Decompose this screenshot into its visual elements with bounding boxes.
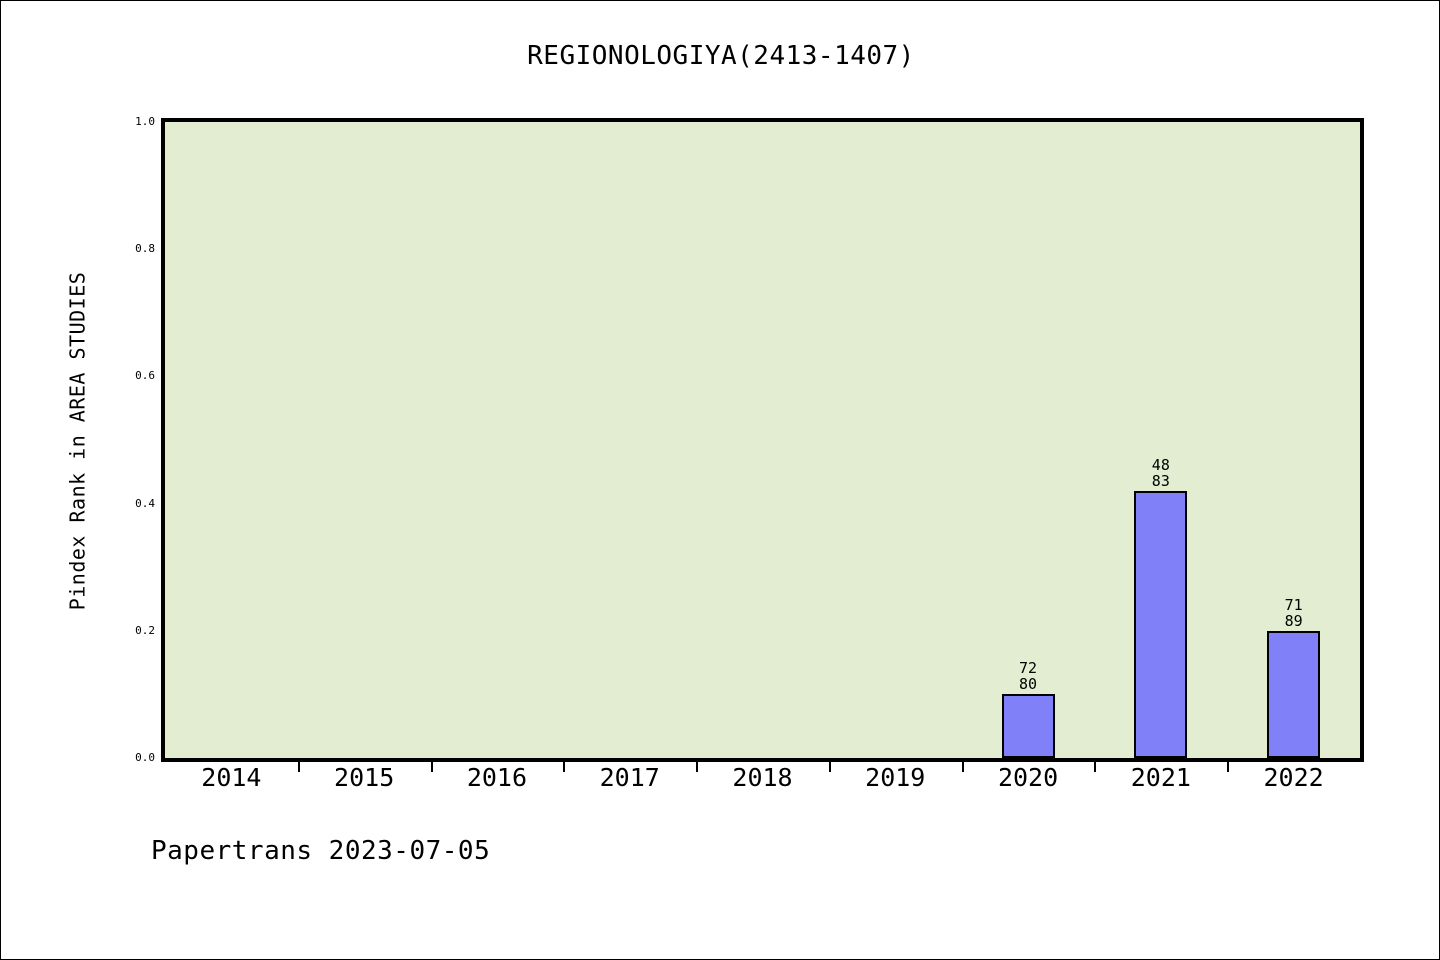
bar-value-line: 83 [1151, 471, 1170, 490]
bar-value-line: 80 [1019, 675, 1038, 694]
bar-value-label-2022: 71 89 [1224, 597, 1364, 629]
bar-2020[interactable] [1001, 694, 1055, 758]
bar-value-label-2021: 48 83 [1091, 457, 1231, 489]
bar-value-line: 48 [1151, 455, 1170, 474]
x-tick-label-2014: 2014 [201, 763, 262, 792]
y-tick-label: 0.8 [135, 242, 155, 256]
x-tick-label-2016: 2016 [466, 763, 528, 792]
x-tick-mark [961, 762, 964, 772]
y-tick-label-wrap: 0.4 [107, 498, 155, 509]
x-tick-mark [563, 762, 566, 772]
y-tick-label: 0.0 [135, 751, 155, 764]
y-tick-label: 1.0 [135, 115, 155, 128]
bar-value-line: 72 [1019, 659, 1038, 678]
y-tick-label: 0.2 [135, 623, 155, 637]
x-tick-mark [696, 762, 699, 772]
bar-2021[interactable] [1134, 490, 1188, 758]
footer-caption: Papertrans 2023-07-05 [151, 836, 491, 866]
x-tick-label-2017: 2017 [599, 763, 660, 792]
x-tick-label-2019: 2019 [865, 763, 926, 792]
bar-value-label-2020: 72 80 [958, 660, 1098, 692]
x-tick-label-2021: 2021 [1130, 763, 1191, 792]
bar-value-line: 71 [1284, 595, 1303, 614]
y-axis-label: Pindex Rank in AREA STUDIES [63, 1, 91, 881]
y-tick-label-wrap: 0.2 [107, 625, 155, 636]
bar-value-line: 89 [1284, 611, 1303, 630]
x-tick-mark [430, 762, 433, 772]
x-tick-label-2020: 2020 [997, 763, 1059, 792]
plot-inner: 72 80 48 83 71 89 [165, 122, 1360, 758]
y-axis-label-text: Pindex Rank in AREA STUDIES [65, 271, 90, 611]
x-tick-label-2018: 2018 [732, 763, 793, 792]
bar-2022[interactable] [1267, 630, 1321, 758]
y-tick-label-wrap: 0.0 [107, 752, 155, 763]
y-tick-label: 0.4 [135, 496, 155, 510]
y-tick-label-wrap: 0.8 [107, 243, 155, 254]
y-tick-label-wrap: 1.0 [107, 116, 155, 127]
x-tick-mark [828, 762, 831, 772]
x-tick-label-2022: 2022 [1263, 763, 1324, 792]
x-tick-mark [1094, 762, 1097, 772]
y-tick-label: 0.6 [135, 369, 155, 383]
x-tick-label-2015: 2015 [334, 763, 395, 792]
y-tick-label-wrap: 0.6 [107, 370, 155, 381]
x-tick-mark [1227, 762, 1230, 772]
plot-area: 72 80 48 83 71 89 [161, 118, 1364, 762]
x-tick-mark [297, 762, 300, 772]
chart-title: REGIONOLOGIYA(2413-1407) [527, 41, 915, 71]
